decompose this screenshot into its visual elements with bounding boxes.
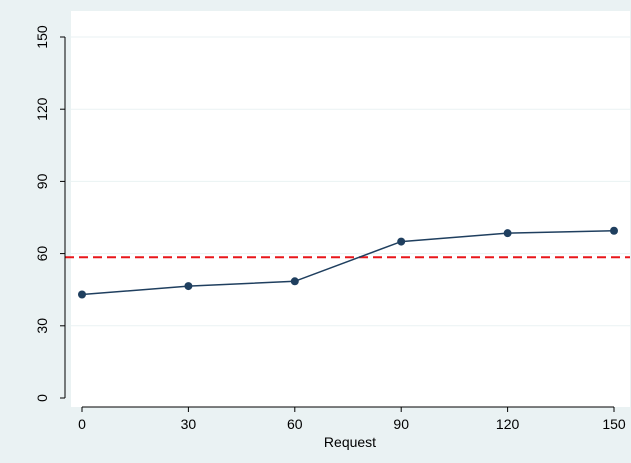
data-point bbox=[503, 229, 512, 238]
y-tick-label: 120 bbox=[34, 97, 50, 121]
data-point bbox=[78, 290, 86, 299]
series-points bbox=[78, 226, 618, 299]
x-tick-label: 60 bbox=[287, 416, 303, 432]
x-tick-labels: 0 30 60 90 120 150 bbox=[78, 416, 626, 432]
y-tick-label: 90 bbox=[34, 173, 50, 189]
x-tick-label: 120 bbox=[496, 416, 520, 432]
gridlines bbox=[65, 36, 630, 327]
data-point bbox=[397, 237, 406, 246]
plot-area bbox=[71, 11, 630, 407]
y-tick-label: 150 bbox=[34, 25, 50, 49]
y-tick-labels: 0 30 60 90 120 150 bbox=[34, 25, 50, 402]
x-tick-label: 30 bbox=[181, 416, 197, 432]
y-tick-label: 0 bbox=[34, 394, 50, 402]
x-tick-label: 90 bbox=[393, 416, 409, 432]
axes bbox=[60, 36, 615, 412]
series-lines bbox=[81, 229, 615, 296]
x-tick-label: 150 bbox=[602, 416, 626, 432]
data-point bbox=[290, 277, 299, 286]
data-point bbox=[610, 226, 618, 235]
x-axis-title: Request bbox=[324, 434, 376, 450]
series-line bbox=[81, 229, 615, 296]
x-tick-label: 0 bbox=[78, 416, 86, 432]
y-tick-label: 60 bbox=[34, 246, 50, 262]
data-point bbox=[184, 282, 193, 291]
y-tick-label: 30 bbox=[34, 318, 50, 334]
